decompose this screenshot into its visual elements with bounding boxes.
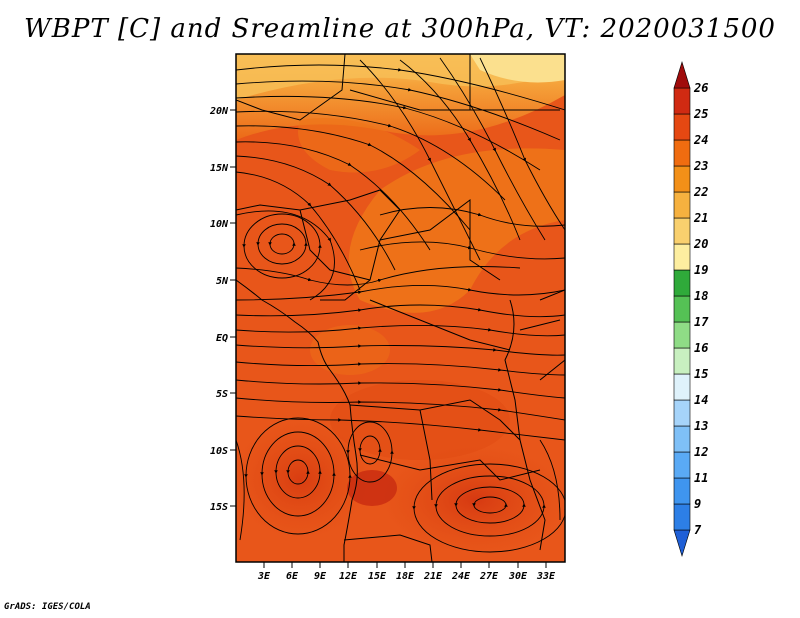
- colorbar-segment: [673, 217, 691, 245]
- colorbar-label: 25: [693, 107, 708, 121]
- colorbar-label: 17: [694, 315, 709, 329]
- colorbar-segment: [673, 347, 691, 375]
- colorbar-segment: [673, 529, 691, 558]
- lon-label: 27E: [479, 571, 499, 582]
- colorbar-label: 16: [694, 341, 708, 355]
- colorbar-segment: [673, 139, 691, 167]
- colorbar-label: 19: [694, 263, 708, 277]
- grads-credit: GrADS: IGES/COLA: [4, 602, 91, 612]
- lat-label: 5N: [216, 276, 229, 287]
- colorbar-label: 24: [693, 133, 708, 147]
- colorbar-label: 12: [694, 445, 708, 459]
- lon-label: 9E: [314, 571, 327, 582]
- lon-label: 15E: [368, 571, 387, 582]
- map-frame: [235, 53, 566, 563]
- chart-title: WBPT [C] and Sreamline at 300hPa, VT: 20…: [24, 14, 776, 44]
- colorbar-label: 14: [694, 393, 708, 407]
- colorbar-label: 18: [694, 289, 708, 303]
- colorbar-segment: [673, 477, 691, 505]
- lon-label: 6E: [286, 571, 299, 582]
- colorbar-segment: [673, 451, 691, 479]
- colorbar-label: 13: [694, 419, 708, 433]
- lon-label: 18E: [396, 571, 415, 582]
- lat-label: EQ: [216, 333, 228, 344]
- lon-label: 3E: [257, 571, 271, 582]
- colorbar-label: 22: [693, 185, 708, 199]
- colorbar-label: 23: [693, 159, 708, 173]
- colorbar-segment: [673, 113, 691, 141]
- colorbar-segment: [673, 295, 691, 323]
- colorbar-label: 20: [693, 237, 708, 251]
- colorbar-segment: [673, 399, 691, 427]
- lon-label: 30E: [508, 571, 528, 582]
- lon-label: 12E: [339, 571, 358, 582]
- colorbar-label: 15: [694, 367, 708, 381]
- colorbar-segment: [673, 165, 691, 193]
- colorbar-segment: [673, 373, 691, 401]
- colorbar-segment: [673, 425, 691, 453]
- colorbar-label: 26: [693, 81, 708, 95]
- colorbar-label: 11: [694, 471, 708, 485]
- lon-label: 33E: [536, 571, 556, 582]
- colorbar-segment: [673, 243, 691, 271]
- lat-label: 10N: [210, 219, 229, 230]
- lon-label: 24E: [451, 571, 471, 582]
- colorbar-segment: [673, 191, 691, 219]
- colorbar-label: 9: [694, 497, 701, 511]
- wbpt-field: [236, 54, 565, 562]
- lat-label: 15N: [210, 163, 229, 174]
- lat-axis: 20N 15N 10N 5N EQ 5S 10S 15S: [209, 106, 236, 513]
- lat-label: 5S: [216, 389, 228, 400]
- lon-axis: 3E 6E 9E 12E 15E 18E 21E 24E 27E 30E 33E: [257, 562, 556, 582]
- lat-label: 15S: [210, 502, 228, 513]
- colorbar-segment: [673, 503, 691, 531]
- lon-label: 21E: [423, 571, 443, 582]
- colorbar: 7 9 11 12 13 14 15 16 17 18 19 20 21 22 23 24 25 26: [673, 60, 709, 558]
- colorbar-segment: [673, 87, 691, 115]
- lat-label: 20N: [209, 106, 229, 117]
- colorbar-segment: [673, 269, 691, 297]
- colorbar-segment: [673, 321, 691, 349]
- lat-label: 10S: [210, 446, 228, 457]
- colorbar-label: 21: [693, 211, 708, 225]
- colorbar-label: 7: [694, 523, 702, 537]
- colorbar-segment: [673, 60, 691, 89]
